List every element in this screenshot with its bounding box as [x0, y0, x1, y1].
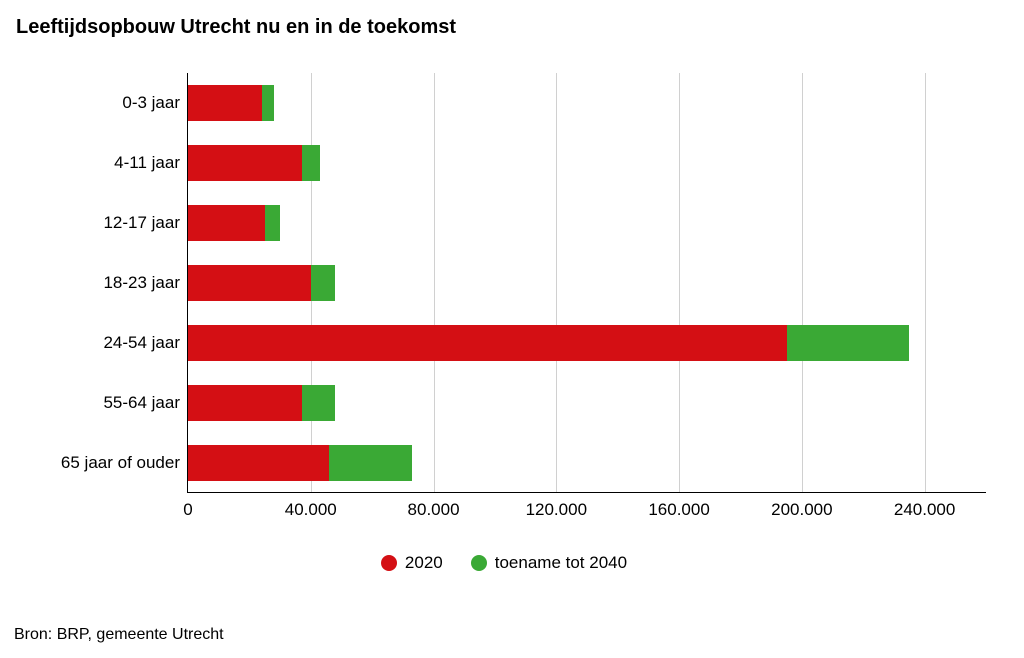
- x-axis-tick: 160.000: [648, 500, 709, 520]
- legend-label: toename tot 2040: [495, 553, 627, 573]
- bar-segment-increase: [262, 85, 274, 121]
- bar-row: [188, 85, 986, 121]
- legend: 2020 toename tot 2040: [12, 553, 996, 576]
- legend-item: 2020: [381, 553, 443, 573]
- bar-segment-v2020: [188, 85, 262, 121]
- legend-swatch: [381, 555, 397, 571]
- bar-row: [188, 445, 986, 481]
- y-axis-label: 65 jaar of ouder: [12, 453, 180, 473]
- x-axis-tick: 120.000: [526, 500, 587, 520]
- bar-segment-increase: [787, 325, 910, 361]
- x-axis-tick: 80.000: [408, 500, 460, 520]
- bar-row: [188, 205, 986, 241]
- bar-segment-v2020: [188, 385, 302, 421]
- bar-segment-v2020: [188, 205, 265, 241]
- bar-segment-v2020: [188, 325, 787, 361]
- legend-swatch: [471, 555, 487, 571]
- source-text: Bron: BRP, gemeente Utrecht: [14, 626, 224, 644]
- chart-container: Leeftijdsopbouw Utrecht nu en in de toek…: [0, 0, 1024, 658]
- plot-area: 040.00080.000120.000160.000200.000240.00…: [187, 73, 986, 493]
- x-axis-tick: 200.000: [771, 500, 832, 520]
- bar-segment-increase: [311, 265, 336, 301]
- x-axis-tick: 0: [183, 500, 192, 520]
- bar-row: [188, 385, 986, 421]
- bar-segment-v2020: [188, 265, 311, 301]
- x-axis-tick: 40.000: [285, 500, 337, 520]
- bar-segment-increase: [265, 205, 280, 241]
- y-axis-label: 12-17 jaar: [12, 213, 180, 233]
- bar-segment-v2020: [188, 445, 329, 481]
- y-axis-label: 0-3 jaar: [12, 93, 180, 113]
- y-axis-label: 4-11 jaar: [12, 153, 180, 173]
- bar-segment-v2020: [188, 145, 302, 181]
- bar-row: [188, 145, 986, 181]
- bar-row: [188, 265, 986, 301]
- bar-segment-increase: [302, 385, 336, 421]
- chart: 0 40.000 80.000 120.000 160.000 200.000 240.00…: [12, 63, 996, 533]
- bar-segment-increase: [302, 145, 320, 181]
- y-axis-label: 24-54 jaar: [12, 333, 180, 353]
- chart-title: Leeftijdsopbouw Utrecht nu en in de toek…: [16, 16, 996, 39]
- legend-item: toename tot 2040: [471, 553, 627, 573]
- bar-row: [188, 325, 986, 361]
- bar-segment-increase: [329, 445, 412, 481]
- x-axis-tick: 240.000: [894, 500, 955, 520]
- y-axis-label: 55-64 jaar: [12, 393, 180, 413]
- y-axis-label: 18-23 jaar: [12, 273, 180, 293]
- legend-label: 2020: [405, 553, 443, 573]
